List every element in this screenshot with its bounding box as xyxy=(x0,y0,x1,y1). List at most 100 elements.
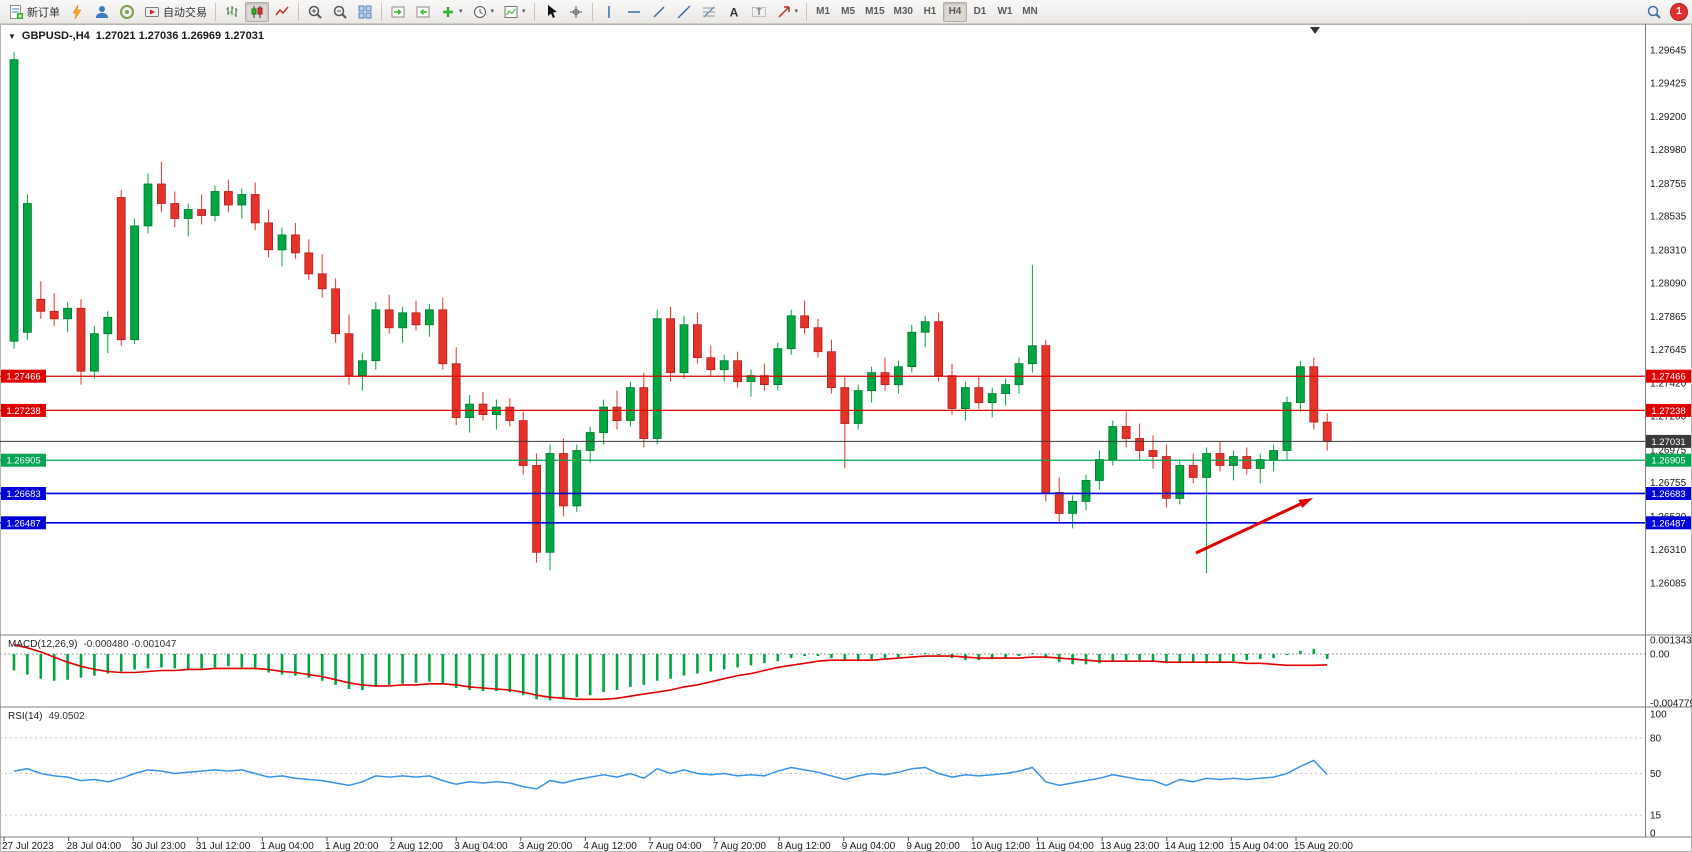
svg-text:1.27420: 1.27420 xyxy=(1650,379,1687,390)
rsi-name: RSI(14) xyxy=(8,711,43,722)
templates-button[interactable]: ▾ xyxy=(499,2,530,22)
svg-text:15 Aug 20:00: 15 Aug 20:00 xyxy=(1294,841,1353,852)
svg-text:1.26755: 1.26755 xyxy=(1650,478,1687,489)
chart-symbol-period: GBPUSD-,H4 xyxy=(21,30,90,42)
collapse-triangle-icon[interactable]: ▼ xyxy=(8,31,16,41)
text-tool-button[interactable]: A xyxy=(722,2,746,22)
timeframe-h4-button[interactable]: H4 xyxy=(942,1,967,22)
chart-shift-marker-icon[interactable] xyxy=(1310,27,1320,34)
svg-text:50: 50 xyxy=(1650,769,1662,780)
macd-values: -0.000480 -0.001047 xyxy=(83,639,177,650)
fibonacci-tool-button[interactable] xyxy=(697,2,721,22)
rsi-indicator-label: RSI(14) 49.0502 xyxy=(8,711,85,722)
horizontal-line-tool-button[interactable] xyxy=(622,2,646,22)
community-button[interactable] xyxy=(90,2,114,22)
bar-chart-button[interactable] xyxy=(220,2,244,22)
market-button[interactable] xyxy=(115,2,139,22)
dropdown-arrow-icon: ▾ xyxy=(459,8,463,15)
svg-text:3 Aug 20:00: 3 Aug 20:00 xyxy=(519,841,573,852)
timeframe-m30-button[interactable]: M30 xyxy=(890,2,917,22)
svg-text:1.27238: 1.27238 xyxy=(6,406,40,417)
zoom-out-button[interactable] xyxy=(328,2,352,22)
toolbar-separator xyxy=(806,2,808,21)
timeframe-m1-button[interactable]: M1 xyxy=(811,2,835,22)
fibonacci-icon xyxy=(702,6,715,17)
crosshair-button[interactable] xyxy=(564,2,588,22)
timeframe-m15-button[interactable]: M15 xyxy=(861,2,888,22)
svg-text:30 Jul 23:00: 30 Jul 23:00 xyxy=(131,841,186,852)
timeframe-h1-button[interactable]: H1 xyxy=(918,2,942,22)
label-tool-button[interactable]: T xyxy=(747,2,771,22)
timeframe-w1-button[interactable]: W1 xyxy=(993,2,1017,22)
time-axis[interactable]: 27 Jul 2023 28 Jul 04:00 30 Jul 23:00 31 Ju… xyxy=(2,837,1353,852)
svg-text:0: 0 xyxy=(1650,829,1656,840)
toolbar-separator xyxy=(215,2,216,21)
svg-text:1.26487: 1.26487 xyxy=(6,518,40,529)
svg-text:1.27466: 1.27466 xyxy=(6,372,40,383)
dropdown-arrow-icon: ▾ xyxy=(794,8,799,15)
candles-group xyxy=(9,52,1332,574)
zoom-in-button[interactable] xyxy=(303,2,327,22)
chart-title: ▼ GBPUSD-,H4 1.27021 1.27036 1.26969 1.2… xyxy=(8,30,264,42)
dropdown-arrow-icon: ▾ xyxy=(490,8,495,15)
zoom-in-icon xyxy=(308,5,322,19)
svg-text:13 Aug 23:00: 13 Aug 23:00 xyxy=(1100,841,1159,852)
timeframe-mn-button[interactable]: MN xyxy=(1018,2,1042,22)
candlestick-chart-button[interactable] xyxy=(245,1,269,22)
auto-trading-icon xyxy=(145,6,159,17)
svg-text:8 Aug 12:00: 8 Aug 12:00 xyxy=(777,841,831,852)
cursor-button[interactable] xyxy=(539,2,563,22)
svg-text:0.001343: 0.001343 xyxy=(1650,636,1692,647)
periods-button[interactable]: ▾ xyxy=(468,2,499,22)
svg-text:15: 15 xyxy=(1650,811,1662,822)
channel-icon xyxy=(677,5,691,18)
panel-frame xyxy=(0,24,1692,852)
tile-windows-button[interactable] xyxy=(353,2,377,22)
chart-shift-icon xyxy=(391,6,405,17)
template-icon xyxy=(504,5,518,18)
svg-text:1.26683: 1.26683 xyxy=(6,489,40,500)
horizontal-line-icon xyxy=(627,10,640,13)
bar-chart-icon xyxy=(226,5,238,17)
line-chart-button[interactable] xyxy=(270,2,294,22)
auto-trading-label: 自动交易 xyxy=(163,6,207,19)
auto-scroll-icon xyxy=(416,6,430,17)
auto-trading-button[interactable]: 自动交易 xyxy=(140,2,211,22)
arrows-tool-button[interactable]: ▾ xyxy=(772,2,803,22)
auto-scroll-button[interactable] xyxy=(411,2,435,22)
svg-text:11 Aug 04:00: 11 Aug 04:00 xyxy=(1036,841,1095,852)
trendline-tool-button[interactable] xyxy=(647,2,671,22)
svg-text:1.26975: 1.26975 xyxy=(1650,445,1687,456)
svg-text:28 Jul 04:00: 28 Jul 04:00 xyxy=(67,841,122,852)
chart-shift-button[interactable] xyxy=(386,2,410,22)
toolbar-separator xyxy=(381,2,382,21)
svg-text:T: T xyxy=(756,7,762,17)
clock-icon xyxy=(473,5,486,18)
timeframe-m5-button[interactable]: M5 xyxy=(836,2,860,22)
indicators-button[interactable]: ▾ xyxy=(436,2,467,22)
new-order-button[interactable]: 新订单 xyxy=(4,2,64,22)
svg-text:10 Aug 12:00: 10 Aug 12:00 xyxy=(971,841,1030,852)
hline-objects[interactable]: 1.274661.274661.272381.272381.270311.269… xyxy=(0,369,1691,530)
timeframe-d1-button[interactable]: D1 xyxy=(968,2,992,22)
notification-badge[interactable]: 1 xyxy=(1670,2,1688,21)
svg-text:2 Aug 12:00: 2 Aug 12:00 xyxy=(390,841,444,852)
svg-text:1.29425: 1.29425 xyxy=(1650,78,1687,89)
svg-text:1.28980: 1.28980 xyxy=(1650,145,1687,156)
toolbar-separator xyxy=(298,2,299,21)
text-icon: A xyxy=(729,5,738,19)
svg-text:1 Aug 04:00: 1 Aug 04:00 xyxy=(260,841,314,852)
svg-text:1.27238: 1.27238 xyxy=(1651,406,1685,417)
vertical-line-tool-button[interactable] xyxy=(597,2,621,22)
svg-text:100: 100 xyxy=(1650,710,1667,721)
channel-tool-button[interactable] xyxy=(672,2,696,22)
search-button[interactable] xyxy=(1642,2,1666,22)
trend-arrow-object[interactable] xyxy=(1195,498,1313,555)
svg-text:1 Aug 20:00: 1 Aug 20:00 xyxy=(325,841,379,852)
candlestick-icon xyxy=(251,5,263,18)
one-click-trading-button[interactable] xyxy=(65,2,89,22)
price-axis[interactable]: 1.29645 1.29425 1.29200 1.28980 1.28755 1.285… xyxy=(1650,46,1687,590)
svg-text:-0.004779: -0.004779 xyxy=(1650,699,1692,710)
